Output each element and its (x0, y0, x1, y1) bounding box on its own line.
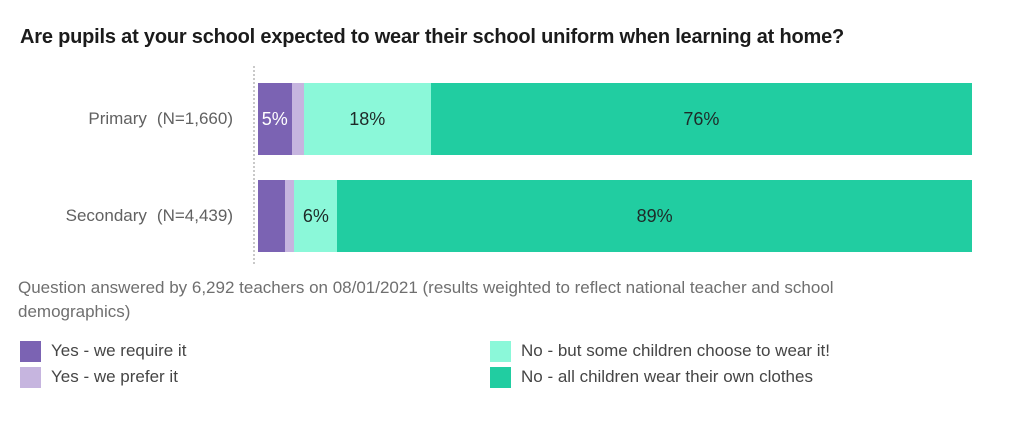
bar-segment-value-label: 89% (636, 205, 673, 226)
legend-label-require: Yes - we require it (51, 341, 187, 360)
bar-segment-primary-3: 76% (430, 83, 972, 155)
bar-segment-secondary-1 (285, 180, 295, 252)
bar-segment-primary-2: 18% (303, 83, 431, 155)
legend-swatch-choose (490, 340, 511, 362)
bar-row-secondary: Secondary (N=4,439) 6% 89% (0, 180, 1024, 252)
caption-line-2: demographics) (18, 302, 131, 321)
legend-swatch-require (20, 340, 41, 362)
legend-label-own: No - all children wear their own clothes (521, 367, 813, 386)
stacked-bar-secondary: 6% 89% (258, 180, 972, 252)
row-group-label: Primary (88, 109, 147, 128)
chart-title: Are pupils at your school expected to we… (20, 26, 845, 48)
legend: Yes - we require it Yes - we prefer it No … (20, 339, 830, 391)
row-group-label: Secondary (65, 206, 147, 225)
bar-segment-secondary-2: 6% (294, 180, 338, 252)
legend-item-choose: No - but some children choose to wear it… (490, 339, 830, 363)
legend-swatch-prefer (20, 366, 41, 388)
stacked-bar-primary: 5% 18% 76% (258, 83, 972, 155)
legend-column-1: No - but some children choose to wear it… (490, 339, 830, 391)
bar-segment-secondary-3: 89% (337, 180, 972, 252)
legend-item-prefer: Yes - we prefer it (20, 365, 490, 389)
row-n-label: (N=4,439) (156, 206, 233, 225)
legend-item-own: No - all children wear their own clothes (490, 365, 830, 389)
bar-segment-primary-0: 5% (258, 83, 292, 155)
chart-caption: Question answered by 6,292 teachers on 0… (18, 276, 978, 324)
bar-segment-value-label: 76% (683, 108, 720, 129)
bar-row-primary: Primary (N=1,660) 5% 18% 76% (0, 83, 1024, 155)
row-label-primary: Primary (N=1,660) (0, 83, 233, 155)
legend-swatch-own (490, 366, 511, 388)
legend-item-require: Yes - we require it (20, 339, 490, 363)
legend-label-prefer: Yes - we prefer it (51, 367, 178, 386)
caption-line-1: Question answered by 6,292 teachers on 0… (18, 278, 834, 297)
bar-segment-value-label: 18% (349, 108, 386, 129)
bar-segment-value-label: 5% (261, 108, 288, 129)
bar-segment-primary-1 (291, 83, 304, 155)
bar-segment-value-label: 6% (302, 205, 329, 226)
zero-axis-line (253, 66, 255, 264)
legend-label-choose: No - but some children choose to wear it… (521, 341, 830, 360)
row-n-label: (N=1,660) (156, 109, 233, 128)
legend-column-0: Yes - we require it Yes - we prefer it (20, 339, 490, 391)
row-label-secondary: Secondary (N=4,439) (0, 180, 233, 252)
bar-segment-secondary-0 (258, 180, 286, 252)
